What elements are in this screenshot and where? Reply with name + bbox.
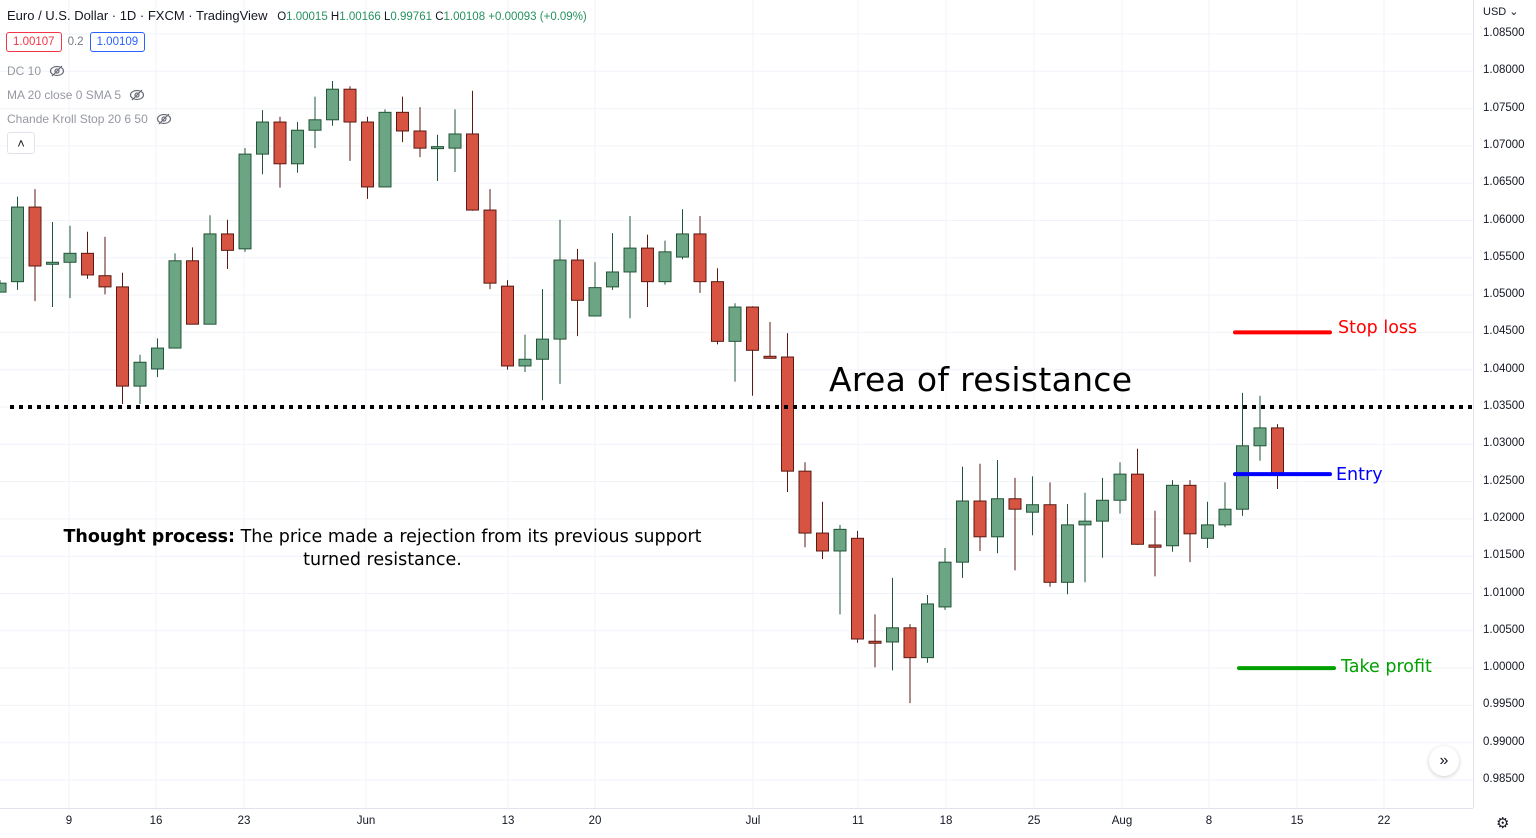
time-tick-label: 9 xyxy=(65,815,73,827)
eye-hidden-icon[interactable] xyxy=(49,65,65,77)
time-tick-label: Jul xyxy=(745,815,761,827)
time-tick-label: 15 xyxy=(1290,815,1304,827)
time-tick-label: 22 xyxy=(1377,815,1391,827)
time-tick-label: 16 xyxy=(149,815,163,827)
price-tick-label: 1.04000 xyxy=(1483,362,1525,375)
price-tick-label: 0.99500 xyxy=(1483,698,1525,711)
price-tick-label: 1.06500 xyxy=(1483,176,1525,189)
time-tick-label: 18 xyxy=(939,815,953,827)
price-tick-label: 1.00000 xyxy=(1483,661,1525,674)
price-tick-label: 1.07500 xyxy=(1483,101,1525,114)
time-tick-label: 25 xyxy=(1027,815,1041,827)
price-tick-label: 1.05500 xyxy=(1483,250,1525,263)
time-tick-label: 13 xyxy=(501,815,515,827)
currency-selector[interactable]: USD ⌄ xyxy=(1483,6,1519,18)
high-value: 1.00166 xyxy=(339,11,381,23)
indicator-chande-kroll[interactable]: Chande Kroll Stop 20 6 50 xyxy=(7,112,172,126)
open-label: O xyxy=(277,11,287,23)
price-tick-label: 1.03500 xyxy=(1483,400,1525,412)
indicator-dc[interactable]: DC 10 xyxy=(7,64,65,78)
low-value: 0.99761 xyxy=(390,11,432,23)
time-tick-label: 23 xyxy=(237,815,251,827)
ohlc-values: O1.00015 H1.00166 L0.99761 C1.00108 +0.0… xyxy=(277,11,587,23)
price-tick-label: 1.08500 xyxy=(1483,27,1525,39)
thought-text: The price made a rejection from its prev… xyxy=(235,527,702,570)
price-tick-label: 1.03000 xyxy=(1483,437,1525,450)
close-value: 1.00108 xyxy=(443,11,486,23)
candles xyxy=(0,80,1284,704)
price-tick-label: 1.01500 xyxy=(1483,549,1525,562)
chart-legend: Euro / U.S. Dollar · 1D · FXCM · Trading… xyxy=(7,8,587,23)
buy-button[interactable]: 1.00109 xyxy=(89,32,146,52)
time-axis[interactable] xyxy=(0,808,1473,838)
time-tick-label: 11 xyxy=(852,815,864,827)
price-tick-label: 1.02000 xyxy=(1483,511,1525,524)
high-label: H xyxy=(330,11,340,23)
price-tick-label: 1.04500 xyxy=(1483,325,1525,338)
scroll-to-realtime-button[interactable]: » xyxy=(1429,746,1459,776)
stop-loss-label: Stop loss xyxy=(1338,318,1418,338)
eye-hidden-icon[interactable] xyxy=(129,89,145,101)
price-tick-label: 1.06000 xyxy=(1483,213,1525,226)
trade-buttons: 1.00107 0.2 1.00109 xyxy=(6,32,146,52)
indicator-label: DC 10 xyxy=(7,64,42,78)
price-tick-label: 1.00500 xyxy=(1483,623,1525,636)
time-tick-label: Aug xyxy=(1111,815,1133,827)
price-tick-label: 0.98500 xyxy=(1483,773,1525,785)
price-tick-label: 1.08000 xyxy=(1483,64,1525,77)
time-tick-label: 20 xyxy=(588,815,602,827)
thought-process-note: Thought process: The price made a reject… xyxy=(60,526,705,572)
entry-label: Entry xyxy=(1336,465,1383,485)
grid-lines xyxy=(0,0,1473,808)
symbol-title: Euro / U.S. Dollar · 1D · FXCM · Trading… xyxy=(7,8,268,23)
price-tick-label: 1.05000 xyxy=(1483,288,1525,301)
change-value: +0.00093 (+0.09%) xyxy=(488,11,587,23)
price-tick-label: 1.02500 xyxy=(1483,474,1525,487)
chevron-up-icon: ˄ xyxy=(17,135,25,151)
spread-value: 0.2 xyxy=(67,36,84,48)
indicator-ma[interactable]: MA 20 close 0 SMA 5 xyxy=(7,88,145,102)
price-tick-label: 1.07000 xyxy=(1483,138,1525,151)
indicator-label: Chande Kroll Stop 20 6 50 xyxy=(7,112,148,126)
thought-heading: Thought process: xyxy=(63,527,236,547)
double-chevron-right-icon: » xyxy=(1439,752,1449,769)
candlestick-chart[interactable] xyxy=(0,0,1473,808)
collapse-legend-button[interactable]: ˄ xyxy=(7,132,35,154)
open-value: 1.00015 xyxy=(286,11,328,23)
time-tick-label: Jun xyxy=(356,815,376,827)
price-axis[interactable] xyxy=(1473,0,1536,808)
close-label: C xyxy=(435,11,444,23)
horizontal-lines xyxy=(10,330,1473,671)
price-tick-label: 1.01000 xyxy=(1483,586,1525,599)
price-tick-label: 0.99000 xyxy=(1483,735,1525,748)
time-tick-label: 8 xyxy=(1205,815,1213,827)
sell-button[interactable]: 1.00107 xyxy=(6,32,62,52)
area-of-resistance-label: Area of resistance xyxy=(829,360,1133,399)
eye-hidden-icon[interactable] xyxy=(156,113,172,125)
indicator-label: MA 20 close 0 SMA 5 xyxy=(7,88,122,102)
settings-gear-icon[interactable]: ⚙ xyxy=(1496,815,1510,832)
take-profit-label: Take profit xyxy=(1341,657,1432,677)
low-label: L xyxy=(384,11,391,23)
